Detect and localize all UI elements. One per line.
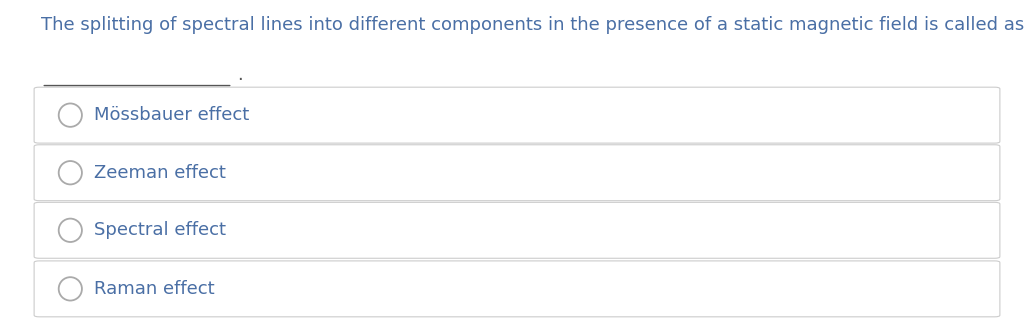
Text: Zeeman effect: Zeeman effect <box>94 164 226 182</box>
Ellipse shape <box>59 103 82 127</box>
FancyBboxPatch shape <box>34 87 1000 143</box>
Ellipse shape <box>59 277 82 301</box>
FancyBboxPatch shape <box>34 202 1000 258</box>
Text: .: . <box>237 66 243 84</box>
Text: Spectral effect: Spectral effect <box>94 221 226 239</box>
FancyBboxPatch shape <box>34 145 1000 201</box>
FancyBboxPatch shape <box>34 261 1000 317</box>
Ellipse shape <box>59 161 82 185</box>
Text: Raman effect: Raman effect <box>94 280 215 298</box>
Ellipse shape <box>59 218 82 242</box>
Text: The splitting of spectral lines into different components in the presence of a s: The splitting of spectral lines into dif… <box>41 16 1025 35</box>
Text: Mössbauer effect: Mössbauer effect <box>94 106 249 124</box>
